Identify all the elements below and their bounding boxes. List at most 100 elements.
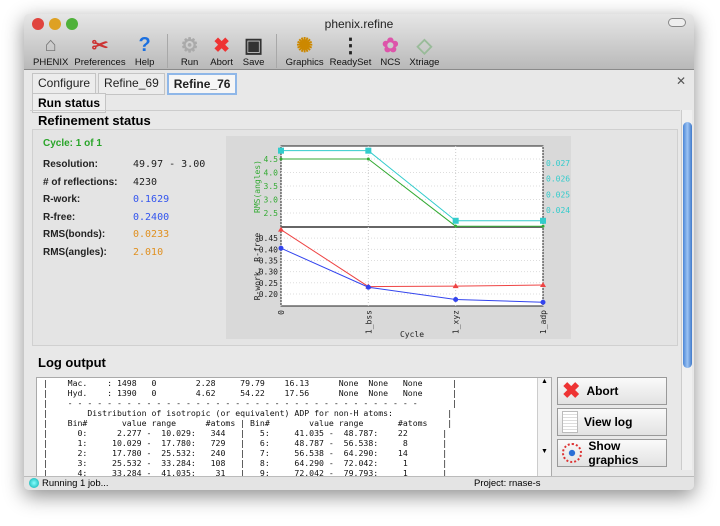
run-status-content: Refinement status Cycle: 1 of 1 Resoluti… <box>30 110 680 480</box>
toolbar-xtriage-button[interactable]: ◇ Xtriage <box>409 33 440 69</box>
view-log-button-label: View log <box>584 415 633 429</box>
x-axis-label: Cycle <box>400 330 424 339</box>
toolbar: ⌂ PHENIX ✂ Preferences? Help ⚙ Run ✖ Abort ▣ Save ✺… <box>30 33 442 68</box>
log-line: | Distribution of isotropic (or equivale… <box>43 408 453 418</box>
y-tick-label-right: 0.027 <box>546 159 570 168</box>
toolbar-preferences-button[interactable]: ✂ Preferences <box>74 33 125 69</box>
abort-button-label: Abort <box>586 384 619 398</box>
y-tick-label: 0.35 <box>259 256 278 265</box>
x-tick-label: 0 <box>277 310 286 315</box>
minimize-window-button[interactable] <box>49 18 61 30</box>
log-line: | Mac. : 1498 0 2.28 79.79 16.13 None No… <box>43 378 458 388</box>
toolbar-save-button[interactable]: ▣ Save <box>241 33 267 69</box>
scrollbar-thumb[interactable] <box>683 122 692 368</box>
tab-refine_76[interactable]: Refine_76 <box>166 73 238 95</box>
zoom-window-button[interactable] <box>66 18 78 30</box>
main-scrollbar[interactable] <box>681 110 692 470</box>
toolbar-phenix-button[interactable]: ⌂ PHENIX <box>33 33 69 69</box>
data-point <box>453 297 459 303</box>
stat-value: 4230 <box>133 176 158 188</box>
log-line: | Hyd. : 1390 0 4.62 54.22 17.56 None No… <box>43 388 458 398</box>
show-graphics-button-label: Show graphics <box>588 439 639 467</box>
toolbar-readyset-button[interactable]: ⋮ ReadySet <box>330 33 372 69</box>
help-icon: ? <box>138 33 151 56</box>
status-bar: Running 1 job... Project: rnase-s <box>24 476 694 490</box>
stat-label: R-free: <box>43 211 76 223</box>
close-tab-icon[interactable]: ✕ <box>675 74 686 88</box>
y-axis-label-left: RMS(angles) <box>253 160 262 213</box>
stat-value: 2.010 <box>133 246 164 258</box>
stat-value: 0.2400 <box>133 211 170 223</box>
toolbar-run-button[interactable]: ⚙ Run <box>177 33 203 69</box>
log-line: | 2: 17.780 - 25.532: 240 | 7: 56.538 - … <box>43 448 448 458</box>
toolbar-label: Xtriage <box>409 57 440 68</box>
y-tick-label: 0.40 <box>259 245 278 254</box>
series-line-rwork <box>280 247 544 303</box>
y-tick-label: 0.30 <box>259 268 278 277</box>
refinement-chart: 0 1_bss 1_xyz 1_adp 2.5 3.0 3.5 4.0 4.5 0.024 0.02… <box>226 136 586 339</box>
y-tick-label: 0.45 <box>259 234 278 243</box>
y-axis-label-bottom: R-work, R-free <box>253 233 262 301</box>
toolbar-label: PHENIX <box>33 57 69 68</box>
molecule-graphics-icon <box>562 443 583 463</box>
stat-label: R-work: <box>43 194 81 205</box>
y-tick-label-right: 0.024 <box>546 206 570 215</box>
data-point <box>541 224 545 228</box>
refinement-panel: Cycle: 1 of 1 Resolution: 49.97 - 3.00 # o… <box>32 129 678 346</box>
toolbar-label: NCS <box>380 57 401 68</box>
tab-configure[interactable]: Configure <box>32 73 97 95</box>
toolbar-help-button[interactable]: ? Help <box>132 33 158 69</box>
y-tick-label-right: 0.025 <box>546 190 570 199</box>
toolbar-separator <box>275 34 277 68</box>
stat-label: Resolution: <box>43 159 98 170</box>
log-output[interactable]: | Mac. : 1498 0 2.28 79.79 16.13 None No… <box>36 377 552 477</box>
toolbar-ncs-button[interactable]: ✿ NCS <box>377 33 403 69</box>
close-window-button[interactable] <box>32 18 44 30</box>
y-tick-label-right: 0.026 <box>546 175 570 184</box>
data-point <box>452 217 459 224</box>
view-log-button[interactable]: View log <box>557 408 667 436</box>
y-tick-label-left: 3.5 <box>264 182 279 191</box>
xtriage-icon: ◇ <box>416 34 433 57</box>
toolbar-graphics-button[interactable]: ✺ Graphics <box>286 33 324 69</box>
data-point <box>278 245 284 251</box>
window-title: phenix.refine <box>324 17 394 31</box>
x-tick-label: 1_adp <box>539 310 548 334</box>
toolbar-abort-button[interactable]: ✖ Abort <box>209 33 235 69</box>
abort-icon: ✖ <box>213 34 230 57</box>
title-bar: phenix.refine ⌂ PHENIX ✂ Preferences? Help ⚙ R… <box>24 14 694 70</box>
log-line: | 4: 33.284 - 41.035: 31 | 9: 72.042 - 7… <box>43 468 448 477</box>
series-line-rfree <box>280 229 544 288</box>
data-point <box>365 284 371 290</box>
toolbar-separator <box>166 34 168 68</box>
stat-label: # of reflections: <box>43 176 118 188</box>
log-line: | 0: 2.277 - 10.029: 344 | 5: 41.035 - 4… <box>43 428 448 438</box>
status-text: Running 1 job... <box>42 478 109 489</box>
data-point <box>279 157 283 161</box>
series-line-rmsangles <box>281 158 543 227</box>
log-line: | 1: 10.029 - 17.780: 729 | 6: 48.787 - … <box>43 438 448 448</box>
tab-run-status[interactable]: Run status <box>32 93 107 113</box>
x-tick-label: 1_xyz <box>452 310 461 334</box>
stat-label: RMS(angles): <box>43 246 107 258</box>
tab-refine_69[interactable]: Refine_69 <box>98 73 165 95</box>
toolbar-label: Save <box>242 57 265 68</box>
gear-icon: ⚙ <box>180 34 199 57</box>
refinement-status-heading: Refinement status <box>38 113 151 128</box>
show-graphics-button[interactable]: Show graphics <box>557 439 667 467</box>
log-line: | Bin# value range #atoms | Bin# value r… <box>43 418 453 428</box>
data-point <box>366 157 370 161</box>
document-icon <box>562 411 578 433</box>
data-point <box>278 226 284 232</box>
abort-icon: ✖ <box>562 378 581 403</box>
cycle-label: Cycle: 1 of 1 <box>43 138 102 149</box>
y-tick-label-left: 4.0 <box>264 168 279 177</box>
log-scrollbar[interactable]: ▲ ▼ <box>537 378 551 476</box>
tab-bar: Configure Refine_69 Refine_76 <box>32 73 238 95</box>
home-icon: ⌂ <box>44 33 57 56</box>
abort-button[interactable]: ✖ Abort <box>557 377 667 405</box>
log-line: | - - - - - - - - - - - - - - - - - - - … <box>43 398 458 408</box>
data-point <box>365 147 372 154</box>
toolbar-toggle-button[interactable] <box>668 18 686 27</box>
stat-label: RMS(bonds): <box>43 229 106 240</box>
